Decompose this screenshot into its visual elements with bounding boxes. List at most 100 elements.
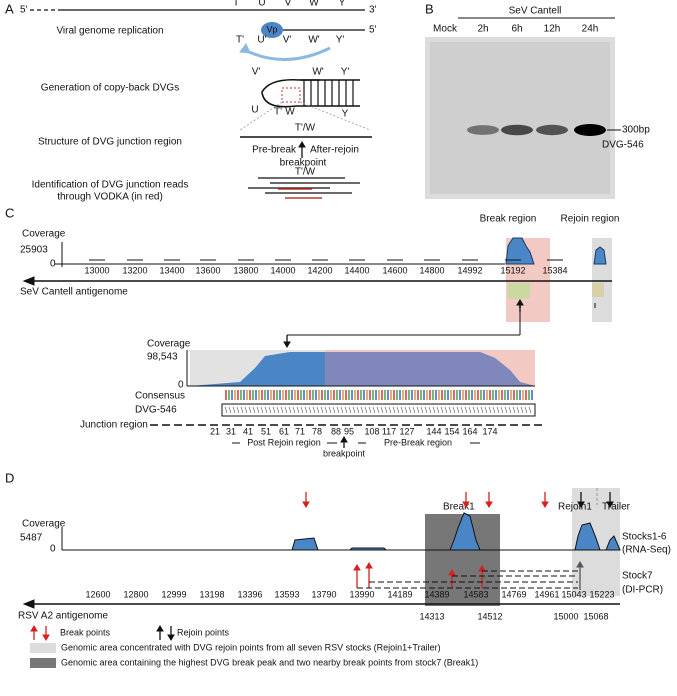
axis-label: 51 xyxy=(261,426,271,436)
label: Junction region xyxy=(80,420,148,431)
chromatogram xyxy=(405,390,407,400)
chromatogram xyxy=(240,390,242,400)
sequence-char xyxy=(260,406,264,414)
axis-label: 15384 xyxy=(542,265,567,275)
axis-label: 15000 xyxy=(553,611,578,621)
label: 24h xyxy=(582,24,599,35)
label: Coverage xyxy=(22,229,66,240)
chromatogram xyxy=(402,390,404,400)
chromatogram xyxy=(381,390,383,400)
sequence-char xyxy=(292,406,296,414)
label: DVG-546 xyxy=(602,140,644,151)
chromatogram xyxy=(288,390,290,400)
label: U xyxy=(258,0,265,9)
panel-label: C xyxy=(5,205,14,220)
arrow-head xyxy=(577,501,585,508)
chromatogram xyxy=(264,390,266,400)
arrow-head xyxy=(239,43,251,54)
chromatogram xyxy=(477,390,479,400)
legend-swatch xyxy=(30,658,56,668)
sequence-char xyxy=(436,406,440,414)
label: Y' xyxy=(336,35,345,46)
sequence-char xyxy=(452,406,456,414)
label: Stock7 xyxy=(622,571,653,582)
sequence-char xyxy=(476,406,480,414)
label: Coverage xyxy=(147,339,191,350)
chromatogram xyxy=(414,390,416,400)
chromatogram xyxy=(273,390,275,400)
coverage-trace xyxy=(62,512,621,551)
label: Break points xyxy=(60,627,111,637)
arrow-head xyxy=(485,501,493,508)
chromatogram xyxy=(300,390,302,400)
label: U' xyxy=(257,35,266,46)
axis-label: 41 xyxy=(243,426,253,436)
label: through VODKA (in red) xyxy=(57,192,163,203)
arrow-head xyxy=(22,276,35,286)
sequence-char xyxy=(284,406,288,414)
label: U xyxy=(251,105,258,116)
sequence-char xyxy=(264,406,268,414)
chromatogram xyxy=(447,390,449,400)
chromatogram xyxy=(369,390,371,400)
label: W xyxy=(309,0,319,9)
chromatogram xyxy=(507,390,509,400)
arrow-head xyxy=(606,501,614,508)
chromatogram xyxy=(348,390,350,400)
axis-label: 154 xyxy=(444,426,459,436)
sequence-char xyxy=(316,406,320,414)
label: T xyxy=(233,0,239,9)
label: Y xyxy=(339,0,346,9)
sequence-char xyxy=(404,406,408,414)
sequence-char xyxy=(524,406,528,414)
chromatogram xyxy=(396,390,398,400)
axis-label: 13790 xyxy=(311,589,336,599)
sequence-char xyxy=(308,406,312,414)
sequence-char xyxy=(484,406,488,414)
chromatogram xyxy=(522,390,524,400)
label: After-rejoin xyxy=(310,145,359,156)
sequence-char xyxy=(420,406,424,414)
sequence-char xyxy=(384,406,388,414)
chromatogram xyxy=(465,390,467,400)
sequence-char xyxy=(356,406,360,414)
sequence-char xyxy=(416,406,420,414)
label: T'/W xyxy=(295,167,316,178)
sequence-char xyxy=(276,406,280,414)
axis-label: 12600 xyxy=(85,589,110,599)
label: W' xyxy=(312,67,323,78)
axis-label: 61 xyxy=(279,426,289,436)
chromatogram xyxy=(279,390,281,400)
coverage-peak xyxy=(505,237,535,265)
chromatogram xyxy=(366,390,368,400)
axis-label: 15043 xyxy=(561,589,586,599)
chromatogram xyxy=(261,390,263,400)
chromatogram xyxy=(225,390,227,400)
axis-label: 13800 xyxy=(233,265,258,275)
sequence-char xyxy=(468,406,472,414)
chromatogram xyxy=(252,390,254,400)
label: W xyxy=(285,107,295,118)
chromatogram xyxy=(468,390,470,400)
sequence-char xyxy=(460,406,464,414)
label: SeV Cantell antigenome xyxy=(20,287,128,298)
chromatogram xyxy=(411,390,413,400)
axis-label: 14512 xyxy=(477,611,502,621)
arrow-head xyxy=(167,634,175,641)
panel-label: B xyxy=(425,1,434,16)
line xyxy=(299,101,371,131)
chromatogram xyxy=(462,390,464,400)
label: 12h xyxy=(544,24,561,35)
label: T' xyxy=(274,107,282,118)
label: 5' xyxy=(369,25,377,36)
chromatogram xyxy=(456,390,458,400)
label: Consensus xyxy=(135,391,185,402)
chromatogram xyxy=(492,390,494,400)
line xyxy=(239,101,283,131)
chromatogram xyxy=(426,390,428,400)
chromatogram xyxy=(480,390,482,400)
sequence-char xyxy=(280,406,284,414)
axis-label: 95 xyxy=(344,426,354,436)
label: Pre-break xyxy=(252,145,297,156)
chromatogram xyxy=(360,390,362,400)
